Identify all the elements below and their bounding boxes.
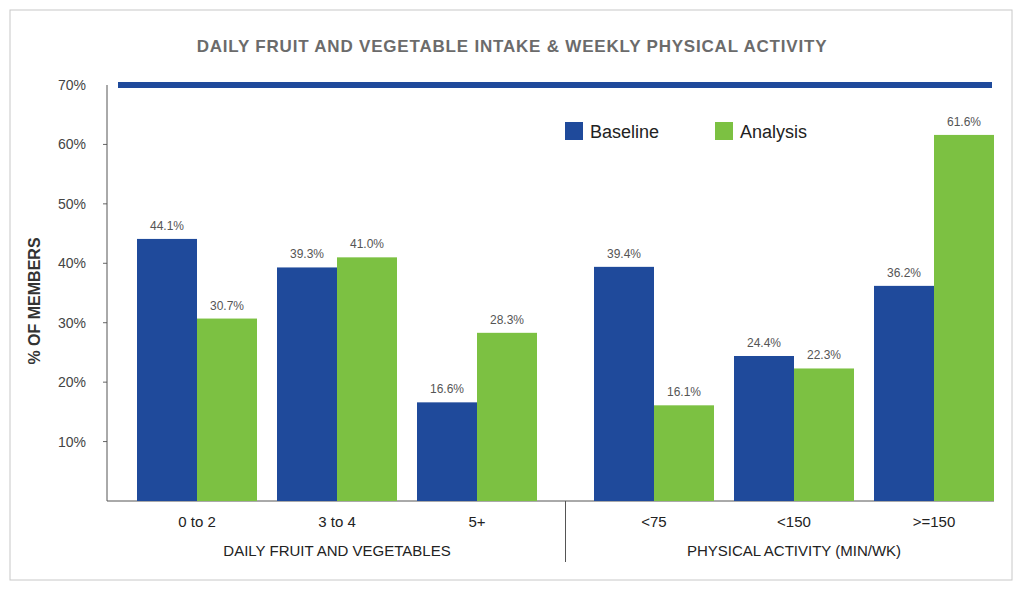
y-tick-label: 20%	[58, 374, 86, 390]
y-tick	[103, 203, 107, 204]
bar	[594, 267, 654, 501]
data-label: 41.0%	[350, 237, 384, 251]
legend-label: Analysis	[740, 122, 807, 142]
y-tick	[103, 144, 107, 145]
bar	[794, 368, 854, 501]
group-divider	[565, 501, 566, 562]
top-rule	[118, 82, 992, 88]
x-tick-label: 5+	[468, 513, 485, 530]
data-label: 39.4%	[607, 247, 641, 261]
data-label: 16.6%	[430, 382, 464, 396]
frame	[10, 10, 1012, 580]
bar	[337, 257, 397, 501]
bar	[197, 319, 257, 501]
bar	[477, 333, 537, 501]
chart: DAILY FRUIT AND VEGETABLE INTAKE & WEEKL…	[0, 0, 1024, 591]
y-axis	[107, 85, 108, 501]
y-tick-label: 60%	[58, 136, 86, 152]
y-tick	[103, 322, 107, 323]
data-label: 24.4%	[747, 336, 781, 350]
y-tick-label: 40%	[58, 255, 86, 271]
y-tick	[103, 441, 107, 442]
data-label: 16.1%	[667, 385, 701, 399]
y-tick	[103, 263, 107, 264]
y-tick-label: 70%	[58, 77, 86, 93]
legend-swatch	[565, 122, 583, 140]
group-label: PHYSICAL ACTIVITY (MIN/WK)	[687, 542, 901, 559]
data-label: 61.6%	[947, 115, 981, 129]
legend-swatch	[715, 122, 733, 140]
data-label: 36.2%	[887, 266, 921, 280]
y-tick-label: 10%	[58, 434, 86, 450]
bar	[874, 286, 934, 501]
data-label: 39.3%	[290, 247, 324, 261]
data-label: 30.7%	[210, 299, 244, 313]
bar	[734, 356, 794, 501]
title: DAILY FRUIT AND VEGETABLE INTAKE & WEEKL…	[197, 37, 828, 56]
data-label: 28.3%	[490, 313, 524, 327]
x-tick-label: <75	[641, 513, 666, 530]
x-tick-label: 0 to 2	[178, 513, 216, 530]
y-axis-label: % OF MEMBERS	[26, 237, 43, 364]
legend-label: Baseline	[590, 122, 659, 142]
bar	[417, 402, 477, 501]
data-label: 22.3%	[807, 348, 841, 362]
data-label: 44.1%	[150, 219, 184, 233]
x-tick-label: <150	[777, 513, 811, 530]
x-tick-label: >=150	[913, 513, 956, 530]
legend: Baseline Analysis	[565, 122, 807, 142]
group-label: DAILY FRUIT AND VEGETABLES	[223, 542, 450, 559]
y-tick-label: 30%	[58, 315, 86, 331]
y-tick-label: 50%	[58, 196, 86, 212]
bar	[277, 267, 337, 501]
bars	[137, 135, 994, 501]
bar	[934, 135, 994, 501]
bar	[137, 239, 197, 501]
bar	[654, 405, 714, 501]
y-tick	[103, 382, 107, 383]
x-tick-label: 3 to 4	[318, 513, 356, 530]
